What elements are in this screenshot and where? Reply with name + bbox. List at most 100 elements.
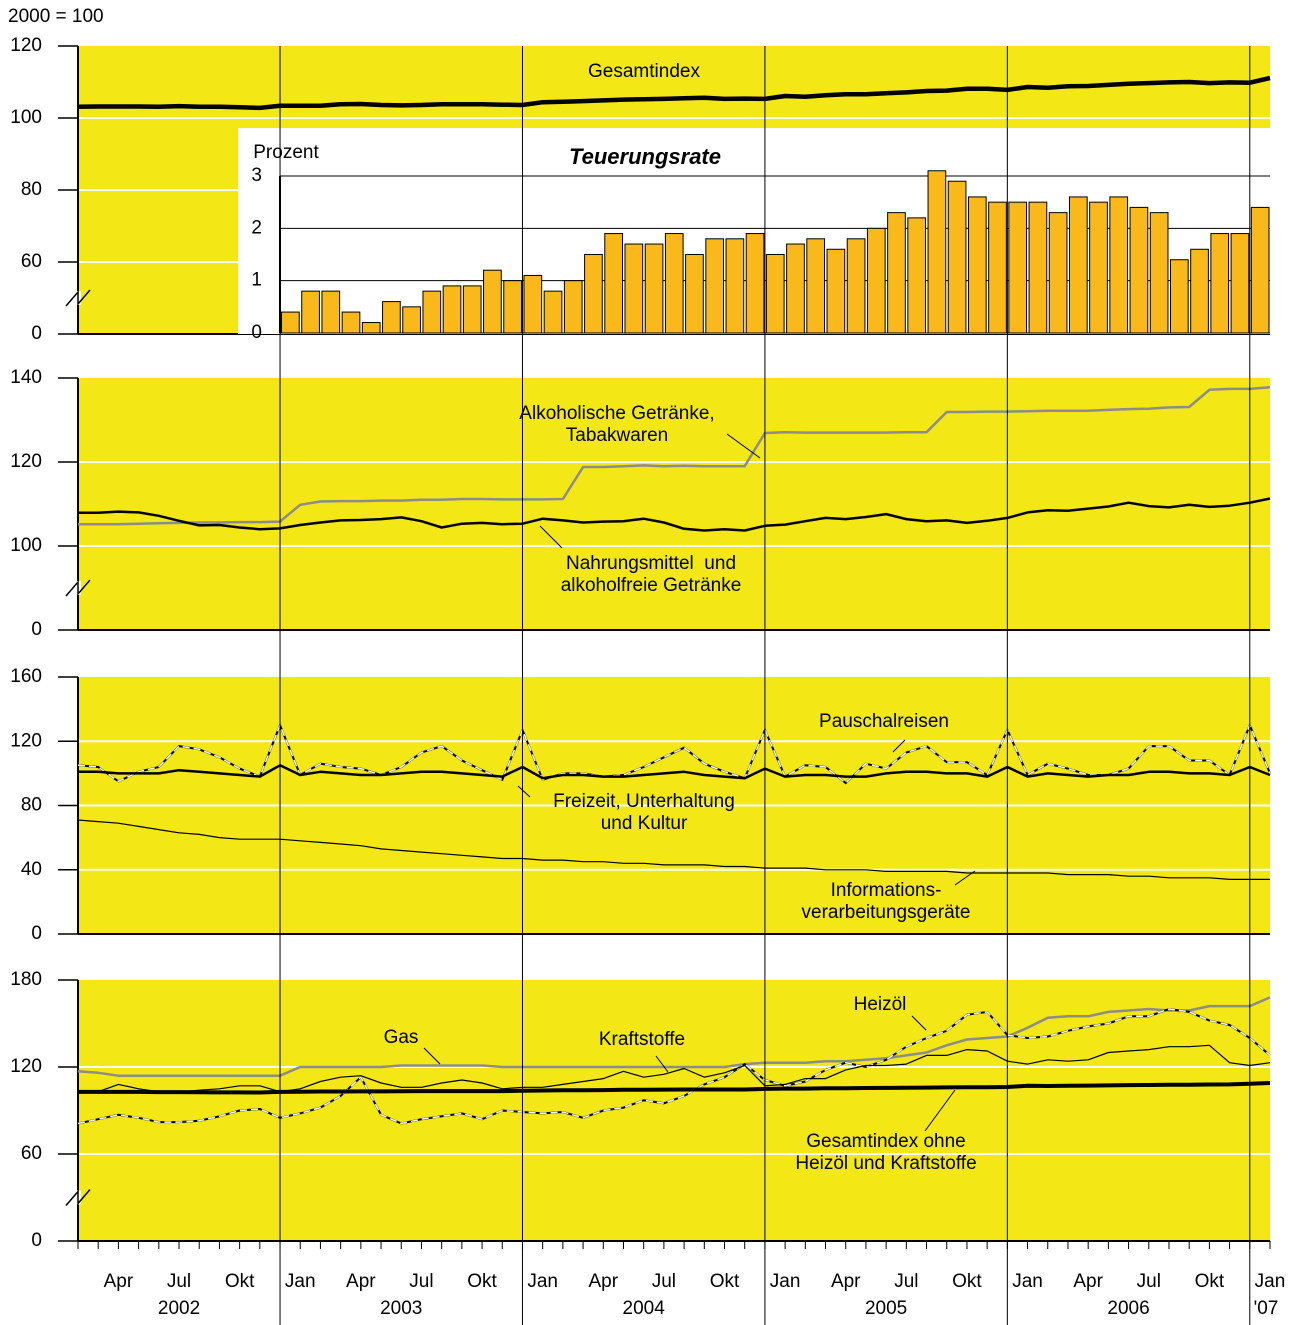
bar	[483, 269, 502, 334]
y-tick-label: 60	[21, 251, 42, 272]
bar	[402, 306, 421, 334]
y-tick-label: 160	[10, 666, 42, 687]
x-tick-label: Apr	[831, 1271, 861, 1292]
bar	[301, 290, 320, 334]
y-axis-label: Prozent	[253, 142, 319, 163]
line	[77, 75, 1271, 111]
year-label: 2005	[865, 1298, 907, 1319]
y-tick-label: 180	[10, 969, 42, 990]
bar	[705, 238, 725, 334]
bar	[644, 243, 664, 334]
x-tick-label: Jan	[285, 1271, 316, 1292]
leader-line	[539, 525, 563, 549]
bar	[361, 322, 381, 334]
leader-line	[911, 1015, 927, 1031]
bar	[927, 170, 947, 334]
bar	[1149, 212, 1169, 334]
bar	[584, 254, 603, 334]
x-tick-label: Apr	[1073, 1271, 1103, 1292]
x-tick-label: Jan	[1012, 1271, 1043, 1292]
bar	[826, 248, 846, 334]
year-label: 2003	[380, 1298, 422, 1319]
y-tick-label: 60	[21, 1143, 42, 1164]
year-label: 2006	[1107, 1298, 1149, 1319]
x-tick-label: Jan	[527, 1271, 558, 1292]
bar	[1129, 206, 1149, 334]
bar	[967, 196, 987, 334]
axis-break	[65, 289, 91, 307]
x-tick-label: Jan	[770, 1271, 801, 1292]
line	[78, 385, 1271, 526]
x-tick-label: Okt	[952, 1271, 982, 1292]
bar	[745, 233, 765, 334]
series-label: Gesamtindex	[588, 61, 700, 82]
y-tick-label: 100	[10, 107, 42, 128]
leader-line	[423, 1047, 441, 1065]
x-tick-label: Okt	[225, 1271, 255, 1292]
year-label: 2004	[623, 1298, 666, 1319]
y-tick-label: 120	[10, 451, 42, 472]
bar	[321, 290, 341, 334]
bar	[503, 280, 522, 334]
y-tick-label: 140	[10, 367, 42, 388]
bar	[1250, 206, 1270, 334]
leader-line	[655, 1055, 669, 1073]
bar	[1068, 196, 1088, 334]
x-tick-label: Apr	[588, 1271, 618, 1292]
bar	[604, 233, 623, 334]
bar	[382, 301, 401, 334]
y-tick-label: 100	[10, 535, 42, 556]
x-tick-label: Jul	[894, 1271, 918, 1292]
bar	[806, 238, 826, 334]
line	[77, 819, 1270, 880]
bar	[1190, 248, 1209, 334]
bar	[1109, 196, 1129, 334]
x-tick-label: Jul	[652, 1271, 676, 1292]
bar	[685, 254, 704, 334]
x-tick-label: Jan	[1255, 1271, 1286, 1292]
x-tick-label: Jul	[409, 1271, 433, 1292]
panel-background	[78, 378, 1270, 630]
axis-break	[65, 1189, 91, 1206]
bar	[1169, 259, 1189, 334]
bar	[786, 243, 805, 334]
bar	[887, 212, 906, 334]
leader-line	[892, 739, 906, 753]
bar	[988, 201, 1007, 334]
bar	[765, 254, 785, 334]
axis-break	[65, 579, 91, 597]
bar	[1048, 212, 1068, 334]
x-tick-label: Apr	[346, 1271, 376, 1292]
bar	[523, 274, 543, 334]
y-tick-label: 3	[251, 165, 262, 186]
bar	[947, 180, 967, 334]
year-label: '07	[1254, 1298, 1279, 1319]
x-tick-label: Okt	[1195, 1271, 1225, 1292]
y-tick-label: 120	[10, 35, 42, 56]
bar	[281, 311, 300, 334]
line	[78, 1081, 1271, 1095]
inset-title: Teuerungsrate	[569, 144, 721, 169]
y-tick-label: 0	[31, 619, 42, 640]
bar	[462, 285, 482, 334]
bar	[725, 238, 745, 334]
y-tick-label: 80	[21, 179, 42, 200]
x-tick-label: Okt	[710, 1271, 740, 1292]
bar	[1028, 201, 1048, 334]
y-tick-label: 0	[31, 923, 42, 944]
y-tick-label: 2	[251, 217, 262, 238]
bar	[1230, 233, 1250, 334]
series-label: Pauschalreisen	[819, 711, 949, 732]
series-label: Alkoholische Getränke, Tabakwaren	[519, 403, 715, 446]
y-tick-label: 120	[10, 730, 42, 751]
leader-line	[924, 1089, 956, 1132]
bar	[664, 233, 684, 334]
series-label: Gesamtindex ohne Heizöl und Kraftstoffe	[795, 1131, 977, 1174]
bar	[907, 217, 927, 334]
year-label: 2002	[158, 1298, 200, 1319]
y-tick-label: 40	[21, 859, 42, 880]
bar	[422, 290, 442, 334]
line	[78, 497, 1271, 532]
